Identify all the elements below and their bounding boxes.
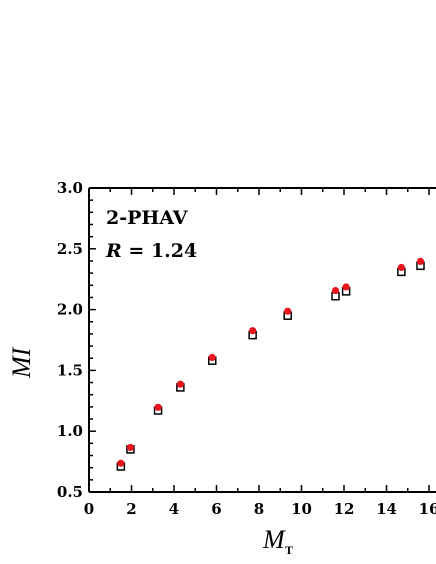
x-tick-label: 16 bbox=[419, 500, 436, 518]
y-tick-label: 2.5 bbox=[57, 240, 83, 258]
data-point-circle bbox=[284, 307, 292, 315]
axes bbox=[88, 187, 436, 493]
x-tick-label: 4 bbox=[169, 500, 179, 518]
tick-labels: 0 2 4 6 8 10 12 14 16 0.5 1.0 1.5 2.0 2.5 3.0 bbox=[57, 179, 436, 518]
data-point-circle bbox=[154, 403, 162, 411]
ticks bbox=[88, 187, 430, 493]
x-tick-label: 2 bbox=[126, 500, 136, 518]
x-tick-label: 12 bbox=[334, 500, 355, 518]
annotation-line2-rest: = 1.24 bbox=[122, 240, 197, 262]
data-point-circle bbox=[416, 257, 425, 265]
data-point-circle bbox=[126, 443, 135, 452]
data-point-circle bbox=[208, 353, 216, 362]
data-point-circle bbox=[331, 286, 340, 295]
data-point-circle bbox=[117, 459, 125, 467]
y-tick-label: 3.0 bbox=[57, 179, 83, 197]
y-axis-title: MI bbox=[7, 346, 36, 379]
y-tick-label: 1.5 bbox=[57, 361, 83, 379]
y-tick-label: 2.0 bbox=[57, 301, 83, 319]
x-axis-title: M bbox=[262, 525, 286, 554]
x-tick-label: 6 bbox=[211, 500, 221, 518]
data-point-circle bbox=[342, 283, 350, 291]
x-axis-title-subscript: T bbox=[285, 543, 293, 557]
data-point-circle bbox=[397, 263, 405, 272]
data-point-circle bbox=[249, 327, 257, 335]
x-tick-label: 14 bbox=[376, 500, 397, 518]
y-tick-label: 0.5 bbox=[57, 483, 83, 501]
data-points bbox=[116, 257, 425, 471]
x-tick-label: 10 bbox=[291, 500, 312, 518]
y-tick-label: 1.0 bbox=[57, 422, 83, 440]
x-tick-label: 0 bbox=[84, 500, 94, 518]
annotation-line2-italic: R bbox=[105, 240, 122, 262]
data-point-circle bbox=[176, 380, 184, 388]
x-tick-label: 8 bbox=[254, 500, 264, 518]
annotation-line2: R = 1.24 bbox=[105, 240, 197, 262]
annotation-line1: 2-PHAV bbox=[106, 207, 189, 229]
